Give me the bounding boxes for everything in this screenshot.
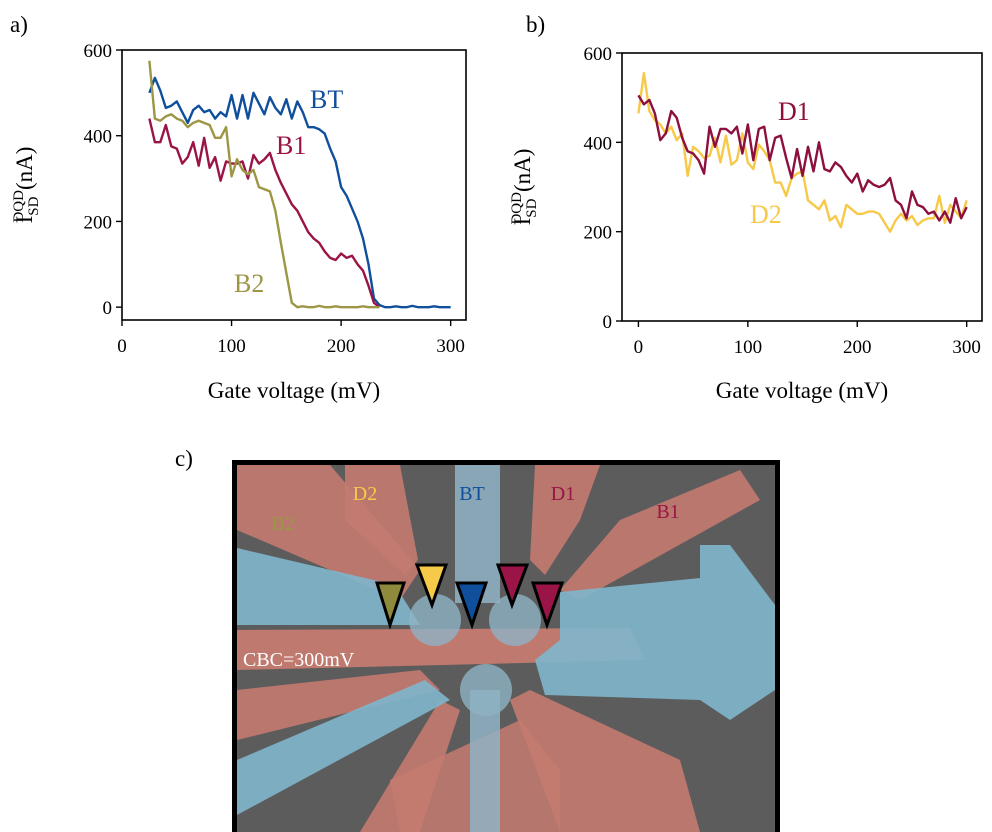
series-line <box>637 94 968 224</box>
y-tick-label: 200 <box>584 223 613 244</box>
series-label: B2 <box>234 269 264 298</box>
series-label: BT <box>310 85 343 114</box>
gate-marker <box>495 563 530 610</box>
gate-marker <box>414 563 449 610</box>
x-axis-label: Gate voltage (mV) <box>716 378 888 403</box>
gate-shape <box>345 465 418 575</box>
y-axis-label-part: DQD <box>11 190 27 223</box>
gate-label: D1 <box>551 483 575 505</box>
gate-label: D2 <box>353 483 377 505</box>
gate-shape <box>535 545 775 720</box>
gate-marker <box>454 581 489 630</box>
plot-frame <box>621 52 983 322</box>
y-axis-label-part: DQD <box>509 192 525 225</box>
y-axis-label: ISDDQD(nA) <box>11 147 42 224</box>
x-tick-label: 0 <box>634 337 644 358</box>
gate-shape <box>237 670 440 740</box>
series-label: D2 <box>750 200 782 229</box>
series-line <box>148 76 451 309</box>
x-tick-label: 200 <box>843 337 872 358</box>
panel-label: b) <box>526 12 545 37</box>
sem-image: D2 BT D1 B1 B2 CBC=300mV <box>232 460 780 832</box>
panel-label: c) <box>175 446 193 471</box>
series-label: D1 <box>778 97 810 126</box>
y-axis-label-part: I <box>510 218 535 226</box>
y-axis-label-part: SD <box>26 196 42 215</box>
y-tick-label: 200 <box>84 212 113 233</box>
x-tick-label: 0 <box>117 336 127 357</box>
gate-label: B2 <box>271 513 294 535</box>
gate-label: BT <box>459 483 485 505</box>
gate-shape <box>360 700 460 832</box>
series-line <box>148 118 381 309</box>
image-frame <box>232 460 780 832</box>
plot-frame <box>121 49 467 321</box>
y-axis-label-part: SD <box>524 198 540 217</box>
y-tick-label: 600 <box>84 41 113 62</box>
gate-marker <box>374 581 407 630</box>
gate-shape <box>237 465 420 600</box>
x-tick-label: 200 <box>327 336 356 357</box>
x-tick-label: 300 <box>952 337 981 358</box>
dot-region <box>489 594 541 646</box>
panel-label: a) <box>10 12 28 37</box>
x-tick-label: 100 <box>734 337 763 358</box>
y-tick-label: 400 <box>584 133 613 154</box>
x-axis-label: Gate voltage (mV) <box>208 378 380 403</box>
dot-region <box>409 594 461 646</box>
y-tick-label: 0 <box>603 312 613 333</box>
y-axis-label-part: I <box>12 216 37 224</box>
gate-marker <box>530 581 565 630</box>
y-axis-label-part: (nA) <box>12 147 37 190</box>
x-tick-label: 300 <box>436 336 465 357</box>
gate-shape <box>455 463 500 603</box>
gate-label: B1 <box>656 501 679 523</box>
series-label: B1 <box>276 131 306 160</box>
y-tick-label: 0 <box>103 298 113 319</box>
y-tick-label: 600 <box>584 44 613 65</box>
gate-shape <box>560 470 760 600</box>
gate-shape <box>237 548 420 625</box>
gate-shape <box>237 680 450 815</box>
bias-label: CBC=300mV <box>243 649 355 671</box>
y-tick-label: 400 <box>84 127 113 148</box>
series-line <box>148 60 380 309</box>
x-tick-label: 100 <box>217 336 246 357</box>
y-axis-label: ISDDQD(nA) <box>509 149 540 226</box>
dot-region <box>460 664 512 716</box>
gate-shape <box>530 465 600 575</box>
y-axis-label-part: (nA) <box>510 149 535 192</box>
